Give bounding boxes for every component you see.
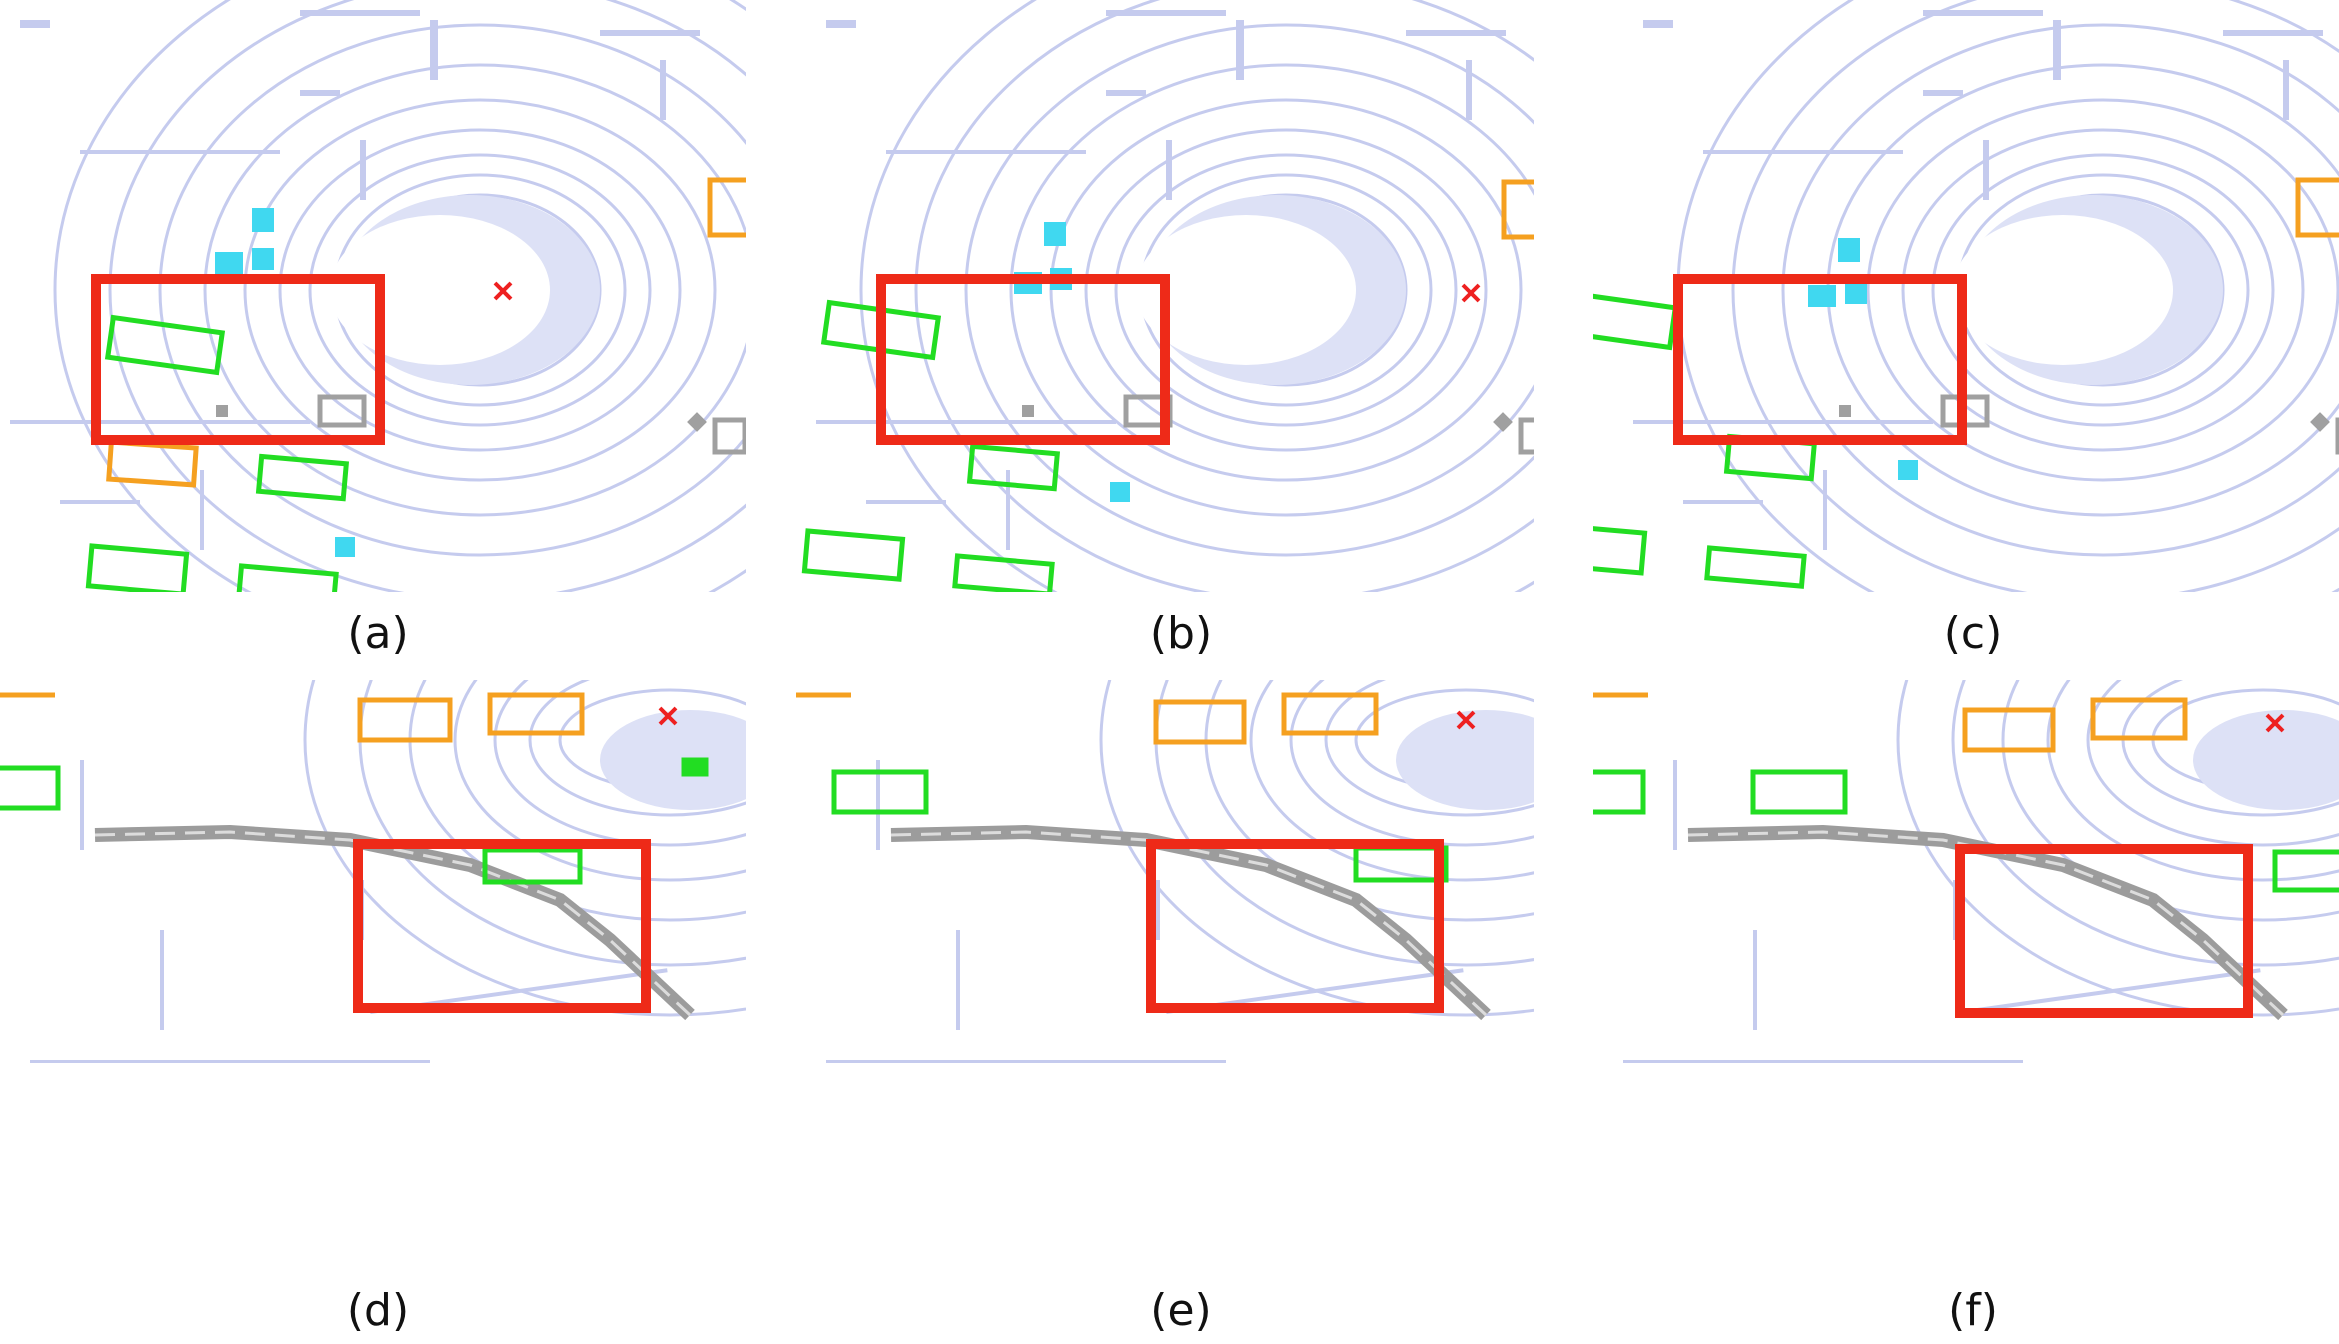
- truck-box: [2090, 697, 2188, 741]
- caption-b: (b): [1149, 608, 1213, 659]
- panel-c: [1593, 0, 2339, 592]
- x-mark-icon: [658, 706, 678, 726]
- highlight-box: [876, 274, 1170, 445]
- caption-c: (c): [1943, 608, 2003, 659]
- caption-d: (d): [346, 1285, 410, 1336]
- car-box: [1593, 524, 1648, 576]
- truck-box: [106, 439, 199, 488]
- pedestrian-box: [1838, 238, 1860, 262]
- car-box: [1750, 769, 1848, 815]
- panel-e: [796, 680, 1534, 1250]
- pedestrian-boxes: [1014, 222, 1130, 502]
- truck-boxes: [106, 177, 746, 488]
- lidar-scene-c: [1593, 0, 2339, 592]
- x-mark-icon: [493, 281, 513, 301]
- caption-f: (f): [1948, 1285, 1998, 1336]
- lidar-scene-e: [796, 680, 1534, 1250]
- panel-b: [796, 0, 1534, 592]
- car-box: [801, 528, 906, 582]
- car-box: [1704, 545, 1807, 589]
- truck-boxes: [1501, 179, 1534, 240]
- pedestrian-box: [1898, 460, 1918, 480]
- car-box: [952, 553, 1055, 592]
- car-box: [2272, 849, 2339, 893]
- pedestrian-box: [1808, 285, 1836, 307]
- truck-box: [1962, 707, 2056, 753]
- pedestrian-box: [252, 208, 274, 232]
- pedestrian-box: [215, 252, 243, 274]
- x-mark-icon: [1456, 710, 1476, 730]
- highlight-box: [353, 839, 651, 1013]
- pedestrian-boxes: [1808, 238, 1918, 480]
- pedestrian-box: [335, 537, 355, 557]
- car-box: [85, 543, 190, 592]
- car-box: [482, 847, 583, 885]
- panel-a: [0, 0, 746, 592]
- x-mark-icon: [1461, 283, 1481, 303]
- caption-e: (e): [1150, 1285, 1212, 1336]
- panel-f: [1593, 680, 2339, 1250]
- car-box: [104, 314, 226, 376]
- panel-d: [0, 680, 746, 1250]
- lidar-scene-a: [0, 0, 746, 592]
- pedestrian-boxes: [215, 208, 355, 557]
- caption-a: (a): [347, 608, 409, 659]
- highlight-box: [91, 274, 385, 445]
- car-box: [236, 563, 339, 592]
- truck-box: [1501, 179, 1534, 240]
- x-mark-icon: [2265, 713, 2285, 733]
- car-boxes: [0, 757, 709, 885]
- car-boxes: [85, 314, 350, 592]
- pedestrian-box: [252, 248, 274, 270]
- lidar-scene-d: [0, 680, 746, 1250]
- lidar-scene-b: [801, 0, 1534, 592]
- car-box: [966, 443, 1061, 492]
- truck-boxes: [796, 692, 1379, 745]
- truck-box: [357, 697, 453, 743]
- car-boxes: [1593, 769, 2339, 893]
- highlight-box: [1673, 274, 1967, 445]
- truck-box: [707, 177, 746, 238]
- truck-boxes: [1593, 692, 2188, 753]
- pedestrian-box: [1110, 482, 1130, 502]
- car-box: [681, 757, 709, 777]
- car-box: [831, 769, 929, 815]
- truck-box: [1153, 699, 1247, 745]
- car-box: [0, 765, 61, 811]
- highlight-box: [1146, 839, 1444, 1013]
- car-box: [255, 453, 350, 502]
- truck-box: [2295, 177, 2339, 238]
- truck-boxes: [2295, 177, 2339, 238]
- car-box: [1593, 289, 1679, 351]
- truck-box: [487, 692, 585, 736]
- lidar-scene-f: [1593, 680, 2339, 1250]
- pedestrian-box: [1044, 222, 1066, 246]
- truck-box: [1281, 692, 1379, 736]
- car-box: [1593, 769, 1646, 815]
- highlight-box: [1955, 844, 2253, 1018]
- truck-boxes: [0, 692, 585, 743]
- pedestrian-box: [1845, 282, 1867, 304]
